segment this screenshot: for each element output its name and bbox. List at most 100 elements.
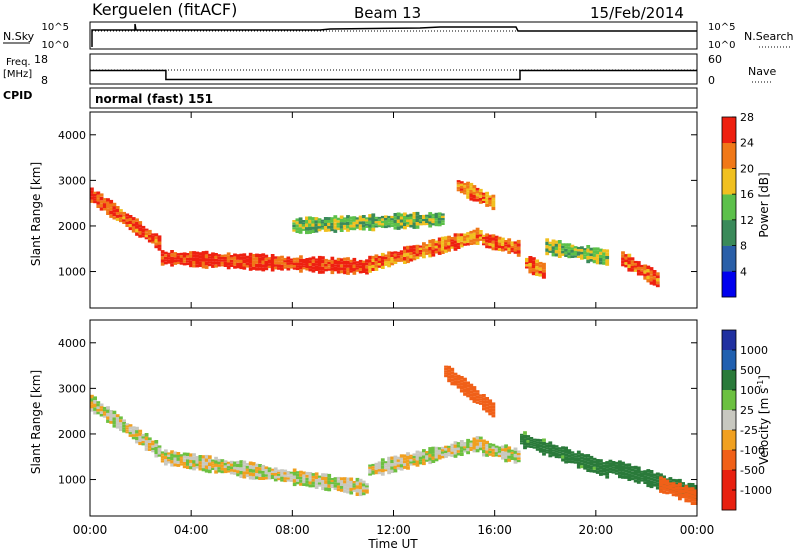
heat-cell (523, 442, 527, 446)
heat-cell (160, 453, 165, 456)
heat-cell (333, 479, 338, 483)
heat-cell (403, 249, 407, 254)
heat-cell (109, 410, 114, 413)
heat-cell (289, 258, 294, 261)
heat-cell (393, 455, 398, 459)
heat-cell (384, 220, 388, 223)
heat-cell (112, 216, 117, 220)
heat-cell (173, 254, 178, 258)
heat-cell (422, 219, 426, 222)
heat-cell (138, 438, 143, 442)
heat-cell (605, 259, 610, 263)
heat-cell (390, 218, 395, 221)
heat-cell (368, 468, 372, 472)
heat-cell (387, 463, 391, 468)
heat-cell (317, 484, 322, 487)
heat-cell (472, 440, 477, 444)
heat-cell (390, 257, 395, 260)
heat-cell (497, 236, 502, 240)
heat-cell (195, 458, 200, 461)
heat-cell (583, 463, 587, 467)
heat-cell (349, 224, 353, 228)
heat-cell (242, 259, 247, 264)
heat-cell (478, 188, 483, 192)
heat-cell (516, 243, 521, 247)
heat-cell (513, 460, 518, 464)
heat-cell (510, 243, 515, 246)
heat-cell (374, 467, 379, 470)
heat-cell (554, 240, 559, 244)
heat-cell (167, 257, 171, 260)
heat-cell (485, 200, 489, 204)
heat-cell (164, 261, 168, 265)
heat-cell (409, 248, 414, 252)
heat-cell (164, 259, 168, 262)
heat-cell (258, 267, 262, 271)
heat-cell (567, 243, 572, 247)
colorbar-tick-label: 16 (740, 188, 754, 201)
heat-cell (510, 451, 515, 454)
heat-cell (233, 262, 237, 266)
heat-cell (99, 408, 104, 412)
heat-cell (529, 439, 534, 442)
heat-cell (346, 228, 350, 232)
heat-cell (377, 225, 382, 228)
heat-cell (374, 221, 379, 224)
heat-cell (374, 267, 379, 271)
heat-cell (551, 246, 556, 250)
heat-cell (605, 471, 610, 476)
heat-cell (425, 216, 429, 219)
heat-cell (371, 224, 376, 228)
heat-cell (545, 241, 550, 246)
heat-cell (189, 459, 193, 463)
heat-cell (459, 440, 464, 444)
heat-cell (624, 254, 629, 257)
heat-cell (652, 279, 657, 283)
heat-cell (112, 209, 117, 213)
heat-cell (557, 447, 562, 450)
heat-cell (380, 218, 385, 221)
heat-cell (305, 230, 309, 235)
heat-cell (170, 253, 174, 257)
heat-cell (428, 250, 433, 254)
heat-cell (115, 422, 120, 426)
heat-cell (320, 221, 325, 224)
heat-cell (122, 221, 126, 224)
heat-cell (251, 254, 256, 258)
heat-cell (542, 452, 546, 456)
heat-cell (324, 261, 328, 264)
heat-cell (333, 222, 338, 226)
heat-cell (472, 437, 477, 441)
heat-cell (636, 272, 641, 276)
heat-cell (217, 264, 222, 267)
heat-cell (605, 255, 610, 260)
heat-cell (339, 258, 344, 262)
heat-cell (415, 222, 420, 226)
heat-cell (289, 475, 294, 478)
heat-cell (189, 462, 193, 467)
heat-cell (361, 265, 366, 268)
heat-cell (167, 452, 171, 455)
heat-cell (201, 461, 206, 465)
heat-cell (472, 241, 477, 245)
heat-cell (671, 478, 676, 482)
heat-cell (93, 200, 97, 204)
heat-cell (627, 477, 632, 481)
heat-cell (551, 449, 556, 452)
heat-cell (485, 397, 489, 401)
heat-cell (491, 411, 496, 415)
heat-cell (665, 482, 670, 486)
heat-cell (358, 485, 363, 490)
heat-cell (668, 486, 673, 490)
heat-cell (96, 204, 101, 208)
heat-cell (358, 270, 363, 274)
heat-cell (192, 460, 196, 464)
colorbar-cell (722, 370, 736, 391)
heat-cell (409, 219, 414, 222)
heat-cell (346, 267, 350, 272)
heat-cell (233, 469, 237, 473)
heat-cell (396, 464, 401, 468)
heat-cell (324, 263, 328, 267)
heat-cell (377, 221, 382, 223)
heat-cell (387, 251, 391, 255)
